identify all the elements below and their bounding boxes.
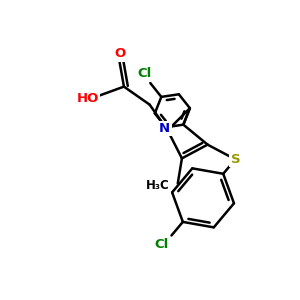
Text: O: O	[114, 47, 126, 60]
Text: N: N	[159, 122, 170, 135]
Text: Cl: Cl	[138, 67, 152, 80]
Text: Cl: Cl	[155, 238, 169, 251]
Text: H₃C: H₃C	[146, 179, 169, 192]
Text: S: S	[230, 153, 240, 166]
Text: HO: HO	[76, 92, 99, 105]
